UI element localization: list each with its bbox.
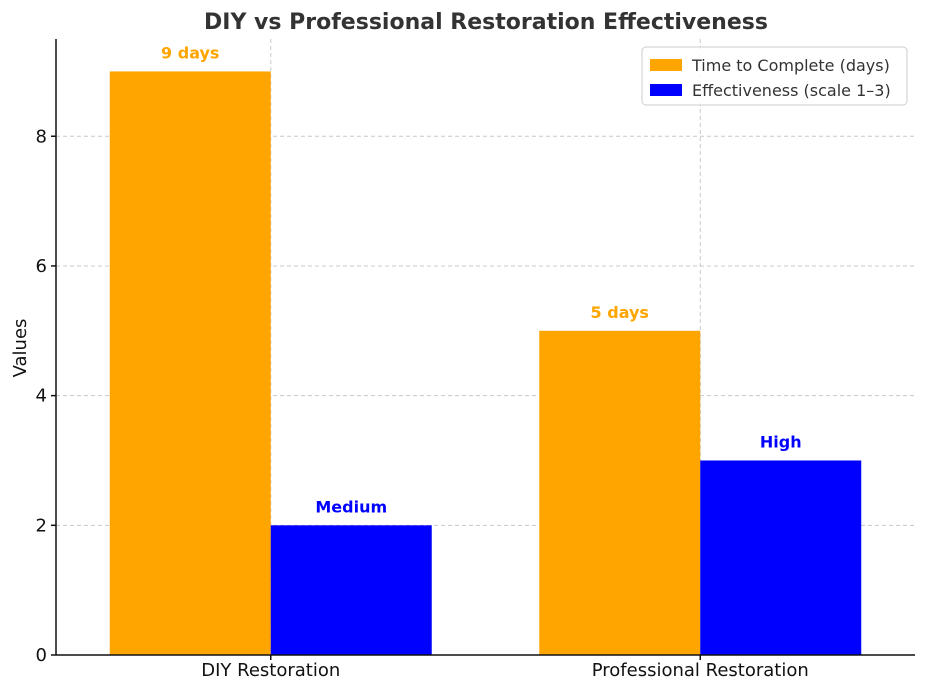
- y-tick-label: 4: [36, 386, 47, 407]
- data-label: 9 days: [161, 43, 219, 62]
- data-labels: 9 days Medium 5 days High: [161, 43, 802, 516]
- axes: 0 2 4 6 8 DIY Restoration Professional Restora…: [36, 39, 915, 681]
- bar-time-to-complete-0: [109, 71, 271, 656]
- legend-label: Effectiveness (scale 1–3): [692, 81, 891, 100]
- x-tick-label: DIY Restoration: [201, 660, 340, 681]
- legend-swatch: [650, 84, 682, 96]
- y-tick-label: 2: [36, 515, 47, 536]
- data-label: High: [760, 432, 802, 451]
- bar-time-to-complete-1: [539, 330, 701, 655]
- data-label: Medium: [315, 497, 387, 516]
- bar-effectiveness-1: [700, 460, 862, 655]
- bar-effectiveness-0: [270, 525, 432, 655]
- legend: Time to Complete (days) Effectiveness (sc…: [641, 46, 908, 106]
- data-label: 5 days: [591, 303, 649, 322]
- y-axis-label: Values: [10, 319, 31, 378]
- y-tick-label: 0: [36, 645, 47, 666]
- y-tick-label: 8: [36, 126, 47, 147]
- bars: [109, 71, 862, 656]
- legend-box: [641, 46, 908, 106]
- legend-swatch: [650, 59, 682, 71]
- x-tick-label: Professional Restoration: [592, 660, 809, 681]
- y-tick-label: 6: [36, 256, 47, 277]
- legend-label: Time to Complete (days): [691, 56, 890, 75]
- chart-title: DIY vs Professional Restoration Effectiv…: [204, 10, 768, 35]
